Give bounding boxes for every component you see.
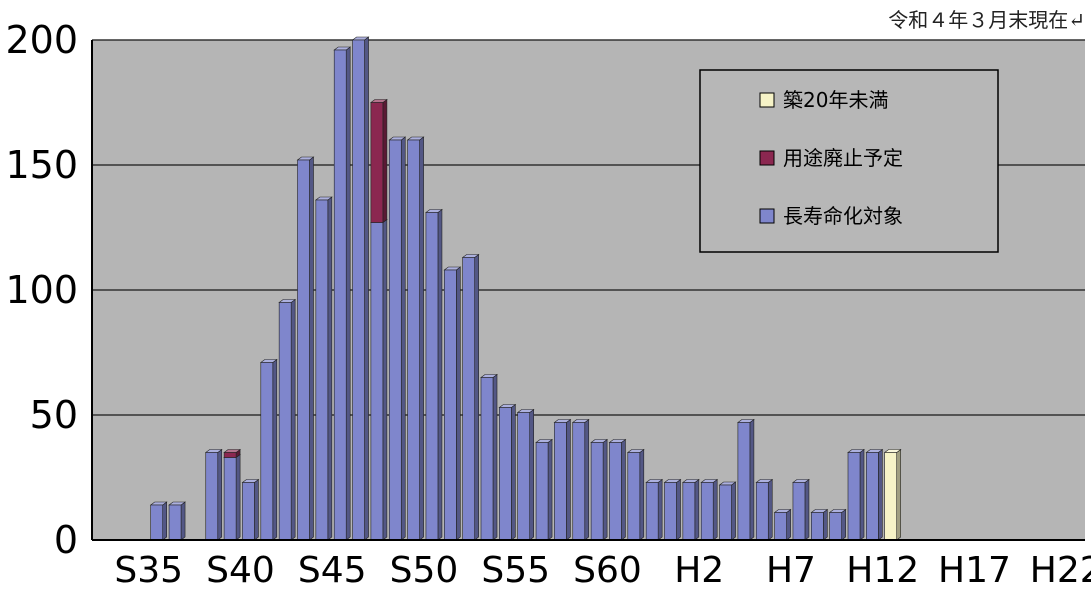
bar-segment-extend [461, 253, 480, 541]
legend-label-abolish: 用途廃止予定 [783, 146, 903, 170]
legend-swatch-new [759, 92, 775, 108]
x-tick-label: S35 [114, 550, 183, 591]
bar-segment-extend [480, 373, 498, 541]
bar-series [149, 36, 902, 541]
bar-segment-extend [626, 448, 645, 541]
legend-box [699, 69, 999, 253]
bar-segment-extend [865, 448, 884, 541]
as-of-note: 令和４年３月末現在↵ [888, 8, 1085, 32]
bar-segment-extend [792, 478, 810, 541]
x-tick-label: H22 [1030, 550, 1091, 591]
bar-segment-extend [296, 156, 315, 541]
x-tick-label: S60 [573, 550, 642, 591]
legend-swatch-extend [759, 208, 775, 224]
y-tick-label: 150 [5, 143, 78, 187]
x-tick-label: S50 [390, 550, 459, 591]
bar-segment-extend [700, 478, 719, 541]
bar-segment-new [883, 448, 902, 541]
bar-segment-extend [608, 438, 627, 541]
bar-segment-extend [223, 453, 242, 541]
y-tick-label: 0 [54, 518, 78, 562]
bar-segment-extend [681, 478, 700, 541]
bar-segment-extend [278, 298, 297, 541]
bar-segment-extend [443, 266, 462, 541]
bar-segment-extend [773, 508, 792, 541]
bar-segment-extend [369, 218, 388, 541]
x-tick-label: S40 [206, 550, 275, 591]
bar-segment-extend [425, 208, 443, 541]
bar-segment-extend [755, 478, 774, 541]
bar-segment-extend [718, 481, 737, 541]
bar-segment-extend [828, 508, 847, 541]
bar-segment-extend [535, 438, 553, 541]
bar-segment-extend [498, 403, 517, 541]
bar-segment-extend [314, 196, 333, 541]
bar-segment-extend [149, 501, 168, 541]
bar-segment-extend [571, 418, 590, 541]
x-axis-ticks: S35 S40 S45 S50 S55 S60 H2 H7 H12 H17 H22 [114, 550, 1091, 591]
x-tick-label: H17 [938, 550, 1011, 591]
y-axis-ticks: 0 50 100 150 200 [5, 18, 78, 562]
x-tick-label: S55 [481, 550, 550, 591]
x-tick-label: H12 [846, 550, 919, 591]
bar-segment-extend [333, 46, 352, 541]
bar-segment-extend [810, 508, 829, 541]
bar-segment-extend [259, 358, 278, 541]
bar-segment-extend [737, 418, 755, 541]
y-tick-label: 50 [30, 393, 78, 437]
bar-segment-extend [168, 501, 186, 541]
bar-segment-abolish [369, 98, 388, 224]
bar-segment-abolish [223, 448, 242, 459]
bar-segment-extend [351, 36, 370, 541]
legend-swatch-abolish [759, 150, 775, 166]
x-tick-label: H7 [766, 550, 816, 591]
y-tick-label: 200 [5, 18, 78, 62]
bar-segment-extend [590, 438, 608, 541]
bar-segment-extend [847, 448, 865, 541]
bar-segment-extend [406, 136, 425, 541]
bar-segment-extend [241, 478, 260, 541]
bar-segment-extend [204, 448, 223, 541]
legend-label-new: 築20年未満 [783, 88, 888, 112]
legend-label-extend: 長寿命化対象 [783, 204, 903, 228]
bar-segment-extend [663, 478, 682, 541]
y-tick-label: 100 [5, 268, 78, 312]
bar-segment-extend [645, 478, 664, 541]
x-tick-label: H2 [674, 550, 724, 591]
bar-segment-extend [553, 418, 572, 541]
bar-segment-extend [388, 136, 407, 541]
bar-segment-extend [516, 408, 535, 541]
x-tick-label: S45 [298, 550, 367, 591]
